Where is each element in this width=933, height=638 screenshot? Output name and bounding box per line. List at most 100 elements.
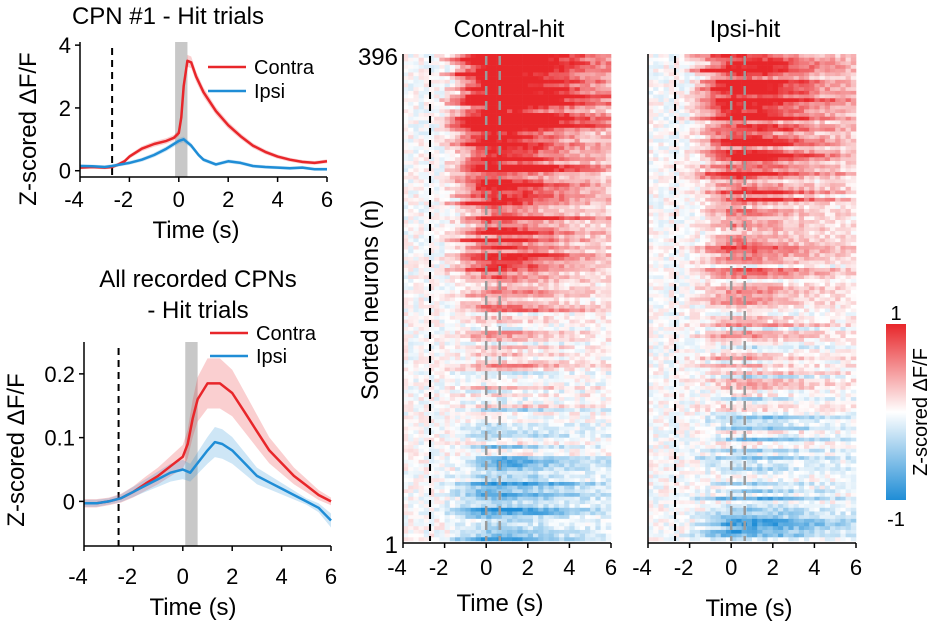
heat-cell: [481, 220, 487, 225]
heat-cell: [418, 113, 425, 118]
heat-cell: [496, 352, 503, 357]
heat-cell: [564, 68, 570, 73]
heat-cell: [475, 65, 482, 70]
heat-cell: [569, 470, 575, 475]
heat-cell: [455, 334, 461, 339]
heat-cell: [501, 127, 508, 132]
heat-cell: [449, 360, 456, 365]
heat-cell: [501, 279, 508, 284]
heat-cell: [444, 327, 451, 332]
heat-cell: [403, 256, 409, 261]
heat-cell: [559, 249, 565, 254]
heat-cell: [434, 334, 440, 339]
heat-cell: [434, 485, 440, 490]
heat-cell: [408, 113, 414, 118]
heat-cell: [501, 459, 508, 464]
heat-cell: [491, 467, 497, 472]
heat-cell: [579, 116, 586, 121]
heat-cell: [423, 267, 430, 272]
heat-cell: [553, 275, 560, 280]
heat-cell: [507, 422, 513, 427]
panelA-ylabel: Z-scored ΔF/F: [15, 52, 42, 205]
heat-cell: [548, 286, 555, 291]
heat-cell: [527, 489, 534, 494]
heat-cell: [481, 371, 487, 376]
heat-cell: [569, 186, 575, 191]
heat-cell: [481, 349, 487, 354]
heat-cell: [553, 249, 560, 254]
heat-cell: [559, 267, 565, 272]
heat-cell: [579, 61, 586, 66]
heat-cell: [403, 467, 409, 472]
heat-cell: [574, 279, 581, 284]
heat-cell: [590, 131, 596, 136]
heat-cell: [491, 57, 497, 62]
heat-cell: [413, 54, 419, 58]
heat-cell: [460, 94, 466, 99]
heat-cell: [527, 341, 534, 346]
heat-cell: [522, 113, 529, 118]
heat-cell: [460, 54, 466, 58]
heat-cell: [465, 146, 471, 151]
heat-cell: [600, 448, 607, 453]
heat-cell: [600, 61, 607, 66]
heat-cell: [527, 146, 534, 151]
heat-cell: [460, 445, 466, 450]
heat-cell: [460, 382, 466, 387]
heat-cell: [501, 400, 508, 405]
heat-cell: [444, 205, 451, 210]
heat-cell: [595, 493, 601, 498]
heat-cell: [507, 500, 513, 505]
heat-cell: [507, 65, 513, 70]
heat-cell: [439, 57, 445, 62]
heat-cell: [449, 352, 456, 357]
heat-cell: [449, 146, 456, 151]
heat-cell: [590, 249, 596, 254]
heat-cell: [579, 98, 586, 103]
heat-cell: [439, 113, 445, 118]
heat-cell: [481, 120, 487, 125]
heat-cell: [486, 164, 492, 169]
heat-cell: [517, 253, 523, 258]
heat-cell: [501, 87, 508, 92]
heat-cell: [522, 205, 529, 210]
heat-cell: [595, 61, 601, 66]
heat-cell: [481, 360, 487, 365]
heat-cell: [564, 175, 570, 180]
heat-cell: [517, 404, 523, 409]
heat-cell: [522, 419, 529, 424]
heat-cell: [444, 445, 451, 450]
heat-cell: [491, 68, 497, 73]
heat-cell: [460, 61, 466, 66]
heat-cell: [449, 234, 456, 239]
heat-cell: [455, 242, 461, 247]
heat-cell: [444, 481, 451, 486]
heat-cell: [507, 87, 513, 92]
heat-cell: [600, 208, 607, 213]
heat-cell: [449, 312, 456, 317]
heat-cell: [449, 478, 456, 483]
x-tick-label: 0: [173, 187, 185, 212]
heat-cell: [507, 68, 513, 73]
heat-cell: [543, 496, 549, 501]
heat-cell: [522, 172, 529, 177]
heat-cell: [475, 212, 482, 217]
heat-cell: [574, 496, 581, 501]
heat-cell: [465, 101, 471, 106]
heat-cell: [507, 397, 513, 402]
heat-cell: [486, 493, 492, 498]
heat-cell: [475, 149, 482, 154]
heat-cell: [533, 279, 539, 284]
heat-cell: [517, 186, 523, 191]
heat-cell: [470, 415, 477, 420]
heat-cell: [449, 127, 456, 132]
heat-cell: [600, 212, 607, 217]
heat-cell: [439, 83, 445, 88]
heat-cell: [527, 253, 534, 258]
heat-cell: [559, 79, 565, 84]
heat-cell: [403, 205, 409, 210]
heat-cell: [579, 160, 586, 165]
heat-cell: [569, 323, 575, 328]
heat-cell: [491, 360, 497, 365]
heat-cell: [460, 441, 466, 446]
